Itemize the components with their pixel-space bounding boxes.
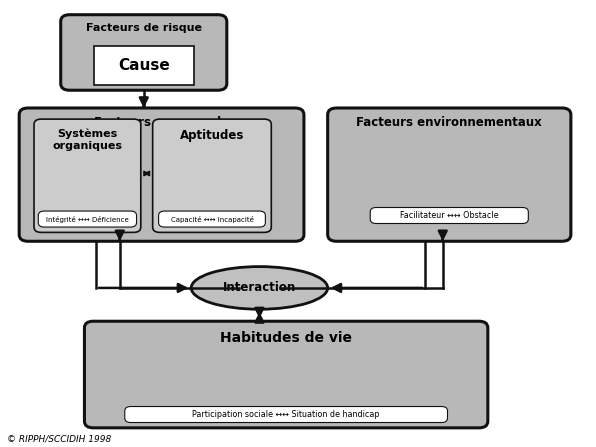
Text: Facteurs environnementaux: Facteurs environnementaux — [356, 116, 542, 129]
Text: Facteurs personnels: Facteurs personnels — [95, 116, 229, 129]
Text: Habitudes de vie: Habitudes de vie — [220, 331, 352, 345]
Text: Interaction: Interaction — [223, 282, 296, 295]
Text: Cause: Cause — [118, 58, 170, 73]
Text: Capacité ↔↔ Incapacité: Capacité ↔↔ Incapacité — [170, 215, 253, 223]
Bar — [94, 46, 194, 85]
FancyBboxPatch shape — [159, 211, 265, 227]
Text: © RIPPH/SCCIDIH 1998: © RIPPH/SCCIDIH 1998 — [7, 434, 111, 443]
Text: Facilitateur ↔↔ Obstacle: Facilitateur ↔↔ Obstacle — [400, 211, 499, 220]
Text: Intégrité ↔↔ Déficience: Intégrité ↔↔ Déficience — [46, 215, 129, 223]
Text: Participation sociale ↔↔ Situation de handicap: Participation sociale ↔↔ Situation de ha… — [193, 410, 380, 419]
FancyBboxPatch shape — [85, 321, 488, 428]
FancyBboxPatch shape — [61, 15, 227, 90]
Text: Aptitudes: Aptitudes — [180, 129, 244, 142]
FancyBboxPatch shape — [34, 119, 141, 232]
Text: Systèmes
organiques: Systèmes organiques — [52, 129, 122, 151]
Ellipse shape — [191, 266, 328, 309]
FancyBboxPatch shape — [153, 119, 271, 232]
FancyBboxPatch shape — [38, 211, 136, 227]
FancyBboxPatch shape — [370, 207, 528, 224]
FancyBboxPatch shape — [19, 108, 304, 241]
FancyBboxPatch shape — [328, 108, 571, 241]
FancyBboxPatch shape — [125, 406, 448, 422]
Text: Facteurs de risque: Facteurs de risque — [86, 23, 202, 33]
